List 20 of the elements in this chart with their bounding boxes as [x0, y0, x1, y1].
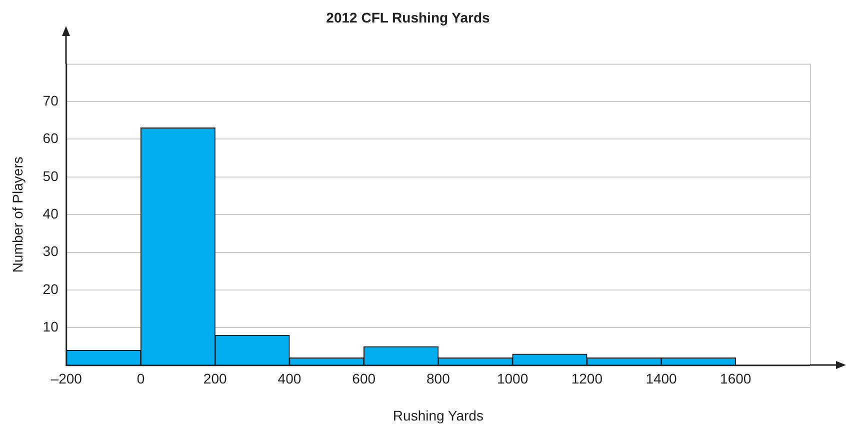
y-tick-label: 30: [42, 243, 59, 260]
y-tick-label: 20: [42, 280, 59, 297]
x-tick-label: 200: [203, 370, 227, 387]
x-tick-label: 800: [426, 370, 450, 387]
x-tick-label: 0: [136, 370, 145, 387]
y-tick-label: 50: [42, 168, 59, 184]
x-axis-title: Rushing Yards: [392, 407, 484, 424]
y-tick-label: 70: [42, 92, 59, 108]
y-axis-title: Number of Players: [9, 156, 26, 273]
y-tick-label: 60: [42, 130, 59, 146]
y-tick-label: 40: [42, 205, 59, 222]
x-tick-label: 1400: [646, 370, 678, 387]
chart-title: 2012 CFL Rushing Yards: [326, 9, 490, 26]
x-tick-label: 1000: [496, 370, 528, 387]
x-tick-label: 1600: [720, 370, 752, 387]
x-tick-label: 400: [278, 370, 302, 387]
x-tick-label: –200: [50, 370, 82, 387]
x-tick-label: 1200: [571, 370, 603, 387]
x-tick-label: 600: [352, 370, 376, 387]
y-tick-label: 10: [42, 318, 59, 335]
